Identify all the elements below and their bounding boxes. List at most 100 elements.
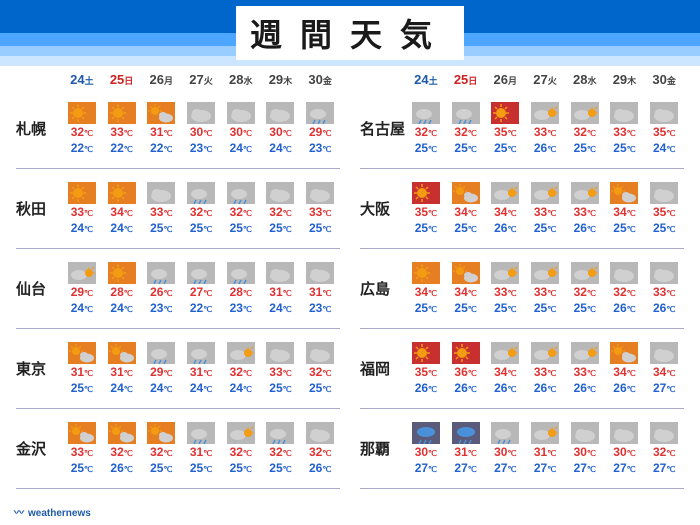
- day-label: 28水: [565, 72, 605, 87]
- high-temp: 33℃: [574, 365, 596, 379]
- low-temp: 27℃: [454, 461, 476, 475]
- high-temp: 35℃: [494, 125, 516, 139]
- high-temp: 31℃: [309, 285, 331, 299]
- column-right: 24土25日26月27火28水29木30金名古屋32℃25℃32℃25℃ 35℃…: [360, 72, 684, 489]
- high-temp: 31℃: [71, 365, 93, 379]
- low-temp: 27℃: [534, 461, 556, 475]
- low-temp: 24℃: [110, 221, 132, 235]
- forecast-cell: 34℃27℃: [644, 342, 684, 395]
- low-temp: 25℃: [230, 461, 252, 475]
- forecast-cell: 32℃27℃: [644, 422, 684, 475]
- forecast-cell: 31℃22℃: [141, 102, 181, 155]
- forecast-cell: 32℃25℃: [221, 422, 261, 475]
- low-temp: 26℃: [110, 461, 132, 475]
- forecast-cell: 33℃25℃: [605, 102, 645, 155]
- cloud-rain-icon: [452, 102, 480, 124]
- city-row: 東京 31℃25℃ 31℃24℃29℃24℃31℃24℃32℃24℃33℃25℃…: [16, 329, 340, 409]
- forecast-cell: 35℃24℃: [644, 102, 684, 155]
- low-temp: 26℃: [534, 141, 556, 155]
- forecast-cell: 29℃24℃: [141, 342, 181, 395]
- cloud-rain-icon: [227, 262, 255, 284]
- forecast-cell: 33℃25℃: [261, 342, 301, 395]
- cloud-icon: [306, 422, 334, 444]
- city-name: 那覇: [360, 438, 406, 459]
- high-temp: 32℃: [574, 125, 596, 139]
- high-temp: 30℃: [494, 445, 516, 459]
- high-temp: 30℃: [190, 125, 212, 139]
- city-row: 福岡 35℃26℃ 36℃26℃34℃26℃33℃26℃33℃26℃ 34℃26…: [360, 329, 684, 409]
- forecast-cell: 33℃25℃: [141, 182, 181, 235]
- sun-icon: [412, 262, 440, 284]
- low-temp: 25℃: [534, 301, 556, 315]
- cloud-sun-icon: [531, 422, 559, 444]
- high-temp: 34℃: [613, 205, 635, 219]
- high-temp: 32℃: [574, 285, 596, 299]
- forecast-cell: 28℃23℃: [221, 262, 261, 315]
- low-temp: 26℃: [613, 301, 635, 315]
- low-temp: 27℃: [653, 461, 675, 475]
- column-left: 24土25日26月27火28水29木30金札幌 32℃22℃ 33℃22℃ 31…: [16, 72, 340, 489]
- forecast-cell: 32℃26℃: [300, 422, 340, 475]
- day-label: 26月: [141, 72, 181, 87]
- high-temp: 32℃: [230, 205, 252, 219]
- cloud-sun-icon: [531, 342, 559, 364]
- low-temp: 26℃: [534, 381, 556, 395]
- low-temp: 22℃: [150, 141, 172, 155]
- sun-icon: [108, 102, 136, 124]
- forecast-cell: 32℃25℃: [261, 182, 301, 235]
- forecast-cell: 32℃25℃: [565, 262, 605, 315]
- high-temp: 32℃: [150, 445, 172, 459]
- low-temp: 22℃: [71, 141, 93, 155]
- low-temp: 25℃: [269, 461, 291, 475]
- high-temp: 32℃: [71, 125, 93, 139]
- cloud-sun-icon: [531, 182, 559, 204]
- low-temp: 26℃: [574, 381, 596, 395]
- forecast-cell: 28℃24℃: [102, 262, 142, 315]
- city-name: 大阪: [360, 198, 406, 219]
- forecast-cell: 30℃27℃: [485, 422, 525, 475]
- high-temp: 30℃: [613, 445, 635, 459]
- forecast-cell: 35℃25℃: [406, 182, 446, 235]
- sun-cloud-icon: [610, 182, 638, 204]
- city-row: 那覇30℃27℃31℃27℃30℃27℃31℃27℃30℃27℃30℃27℃32…: [360, 409, 684, 489]
- cloud-icon: [650, 342, 678, 364]
- forecast-cell: 31℃27℃: [525, 422, 565, 475]
- cloud-icon: [266, 102, 294, 124]
- low-temp: 25℃: [415, 141, 437, 155]
- forecast-cell: 33℃26℃: [525, 342, 565, 395]
- sun-icon: [68, 182, 96, 204]
- high-temp: 34℃: [613, 365, 635, 379]
- low-temp: 25℃: [415, 301, 437, 315]
- low-temp: 23℃: [150, 301, 172, 315]
- low-temp: 24℃: [190, 381, 212, 395]
- cloud-icon: [266, 262, 294, 284]
- day-header: 24土25日26月27火28水29木30金: [360, 72, 684, 87]
- forecast-cell: 30℃27℃: [605, 422, 645, 475]
- low-temp: 25℃: [534, 221, 556, 235]
- forecast-cell: 32℃25℃: [565, 102, 605, 155]
- forecast-cell: 30℃24℃: [221, 102, 261, 155]
- cloud-icon: [266, 342, 294, 364]
- cloud-icon: [266, 182, 294, 204]
- page-title: 週間天気: [236, 6, 464, 60]
- cloud-icon: [650, 182, 678, 204]
- forecast-cell: 31℃25℃: [181, 422, 221, 475]
- low-temp: 25℃: [190, 221, 212, 235]
- low-temp: 25℃: [454, 221, 476, 235]
- high-temp: 32℃: [415, 125, 437, 139]
- low-temp: 24℃: [230, 381, 252, 395]
- forecast-cell: 31℃24℃: [181, 342, 221, 395]
- high-temp: 33℃: [534, 125, 556, 139]
- cloud-rain-icon: [306, 102, 334, 124]
- low-temp: 26℃: [574, 221, 596, 235]
- high-temp: 33℃: [534, 285, 556, 299]
- forecast-cell: 29℃24℃: [62, 262, 102, 315]
- wave-icon: 〰: [14, 508, 24, 519]
- cloud-rain-icon: [266, 422, 294, 444]
- brand-text: weathernews: [28, 508, 91, 519]
- high-temp: 31℃: [150, 125, 172, 139]
- high-temp: 28℃: [110, 285, 132, 299]
- city-row: 札幌 32℃22℃ 33℃22℃ 31℃22℃30℃23℃30℃24℃30℃24…: [16, 89, 340, 169]
- cloud-icon: [650, 262, 678, 284]
- cloud-rain-icon: [491, 422, 519, 444]
